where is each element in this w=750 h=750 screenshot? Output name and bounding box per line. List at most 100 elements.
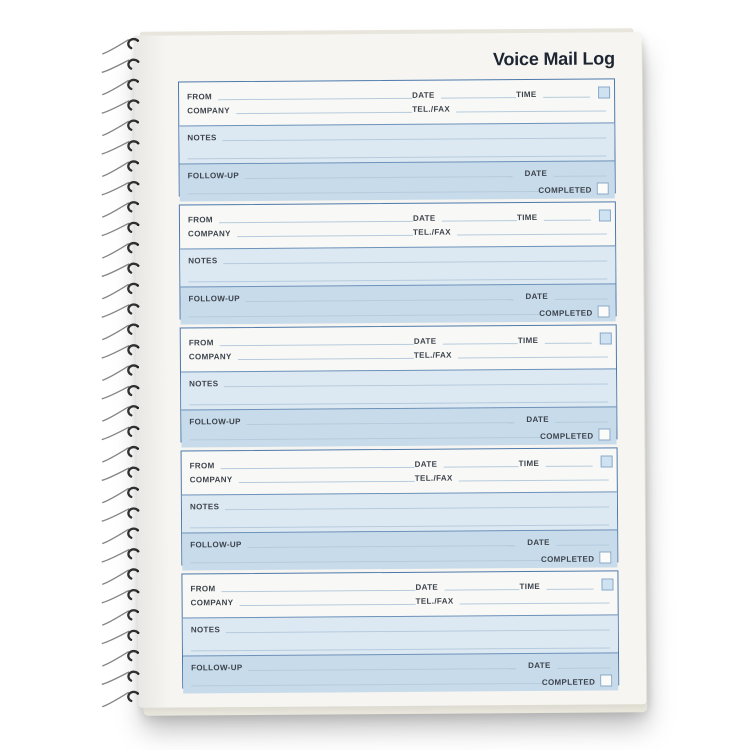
- follow-up-date-field: DATE: [528, 661, 611, 670]
- date-line: [444, 589, 520, 591]
- notes-label: NOTES: [188, 256, 218, 266]
- notes-row: NOTES: [182, 500, 617, 511]
- telfax-label: TEL./FAX: [413, 350, 452, 360]
- follow-up-row: FOLLOW-UP DATE: [183, 661, 618, 672]
- telfax-field: TEL./FAX: [413, 227, 608, 237]
- voice-mail-log-entry-section: FROM DATE TIME COMPANY: [178, 201, 617, 325]
- follow-up-row: FOLLOW-UP DATE: [180, 169, 615, 180]
- follow-up-row: FOLLOW-UP DATE: [182, 538, 617, 549]
- follow-up-band: FOLLOW-UP DATE COMPLETED: [182, 652, 619, 694]
- follow-up-label: FOLLOW-UP: [189, 417, 241, 427]
- notes-line: [225, 506, 609, 511]
- time-field: TIME: [519, 582, 594, 591]
- notes-line: [222, 137, 607, 142]
- company-field: COMPANY: [189, 475, 415, 485]
- follow-up-line: [247, 545, 516, 548]
- follow-up-date-field: DATE: [527, 538, 610, 547]
- notes-line: [226, 629, 610, 634]
- company-label: COMPANY: [187, 106, 230, 116]
- follow-up-band: FOLLOW-UP DATE COMPLETED: [179, 160, 615, 202]
- completed-row: COMPLETED: [182, 551, 617, 566]
- completed-row: COMPLETED: [180, 182, 615, 197]
- follow-up-label: FOLLOW-UP: [191, 663, 243, 673]
- follow-up-band: FOLLOW-UP DATE COMPLETED: [182, 529, 618, 571]
- time-line: [542, 96, 591, 98]
- follow-up-label: FOLLOW-UP: [188, 294, 240, 304]
- time-line: [544, 342, 592, 344]
- date-field: DATE: [415, 583, 520, 592]
- time-field: TIME: [516, 89, 591, 100]
- notes-band: NOTES: [180, 245, 616, 287]
- notes-label: NOTES: [190, 625, 221, 635]
- notebook-page: Voice Mail Log FROM DATE TIME: [133, 32, 647, 708]
- follow-up-field: FOLLOW-UP: [190, 539, 527, 549]
- time-line: [543, 219, 591, 221]
- notes-line: [224, 383, 609, 388]
- notes-label: NOTES: [189, 502, 220, 512]
- telfax-line: [458, 479, 609, 482]
- completed-checkbox: [598, 428, 611, 441]
- time-label: TIME: [516, 89, 537, 100]
- header-band: FROM DATE TIME COMPANY: [181, 332, 616, 371]
- follow-up-date-field: DATE: [526, 415, 609, 424]
- notes-second-line: [190, 647, 610, 652]
- from-field: FROM: [190, 461, 415, 470]
- from-line: [221, 589, 416, 593]
- telfax-label: TEL./FAX: [415, 596, 454, 606]
- company-telfax-row: COMPANY TEL./FAX: [182, 473, 617, 484]
- notes-second-line: [189, 401, 609, 406]
- date-line: [443, 466, 519, 468]
- telfax-field: TEL./FAX: [413, 350, 608, 360]
- company-line: [235, 111, 413, 115]
- notes-second-line: [190, 524, 610, 529]
- time-label: TIME: [517, 335, 539, 346]
- telfax-line: [456, 110, 607, 113]
- telfax-field: TEL./FAX: [412, 104, 607, 114]
- completed-checkbox: [596, 182, 609, 195]
- telfax-label: TEL./FAX: [414, 473, 453, 483]
- time-field: TIME: [517, 335, 592, 346]
- completed-label: COMPLETED: [538, 185, 592, 195]
- completed-label: COMPLETED: [540, 554, 595, 564]
- from-date-time-row: FROM DATE TIME: [180, 209, 615, 224]
- follow-up-label: FOLLOW-UP: [187, 171, 240, 181]
- company-telfax-row: COMPANY TEL./FAX: [180, 227, 615, 238]
- from-field: FROM: [187, 215, 413, 225]
- date-label: DATE: [412, 90, 435, 100]
- follow-up-field: FOLLOW-UP: [188, 170, 525, 180]
- from-label: FROM: [190, 584, 216, 594]
- completed-row-line: [188, 313, 540, 318]
- voice-mail-log-entry-section: FROM DATE TIME COMPANY: [181, 570, 620, 694]
- sections-container: FROM DATE TIME COMPANY: [177, 78, 620, 696]
- page-title: Voice Mail Log: [492, 48, 615, 70]
- header-band: FROM DATE TIME COMPANY: [182, 578, 617, 617]
- follow-up-date-line: [553, 175, 607, 177]
- company-telfax-row: COMPANY TEL./FAX: [183, 596, 618, 607]
- completed-checkbox: [599, 551, 612, 564]
- follow-up-label: FOLLOW-UP: [190, 540, 242, 550]
- completed-checkbox: [600, 674, 613, 687]
- follow-up-date-line: [554, 421, 609, 423]
- date-field: DATE: [412, 90, 517, 100]
- company-line: [239, 603, 416, 607]
- company-telfax-row: COMPANY TEL./FAX: [181, 350, 616, 361]
- notes-row: NOTES: [181, 377, 616, 388]
- company-line: [238, 480, 415, 484]
- follow-up-date-line: [555, 544, 610, 546]
- voice-mail-log-entry-section: FROM DATE TIME COMPANY: [180, 447, 619, 571]
- company-field: COMPANY: [188, 229, 414, 238]
- company-label: COMPANY: [189, 475, 233, 485]
- notes-band: NOTES: [181, 491, 618, 533]
- header-band: FROM DATE TIME COMPANY: [179, 86, 614, 125]
- follow-up-field: FOLLOW-UP: [189, 416, 526, 426]
- from-date-time-row: FROM DATE TIME: [181, 332, 616, 347]
- corner-checkbox: [599, 332, 612, 345]
- from-label: FROM: [187, 215, 213, 225]
- corner-checkbox: [598, 86, 611, 99]
- completed-label: COMPLETED: [539, 308, 593, 318]
- follow-up-field: FOLLOW-UP: [188, 293, 525, 303]
- date-line: [442, 343, 518, 345]
- notes-band: NOTES: [179, 122, 615, 164]
- telfax-field: TEL./FAX: [415, 596, 610, 606]
- company-label: COMPANY: [190, 598, 234, 608]
